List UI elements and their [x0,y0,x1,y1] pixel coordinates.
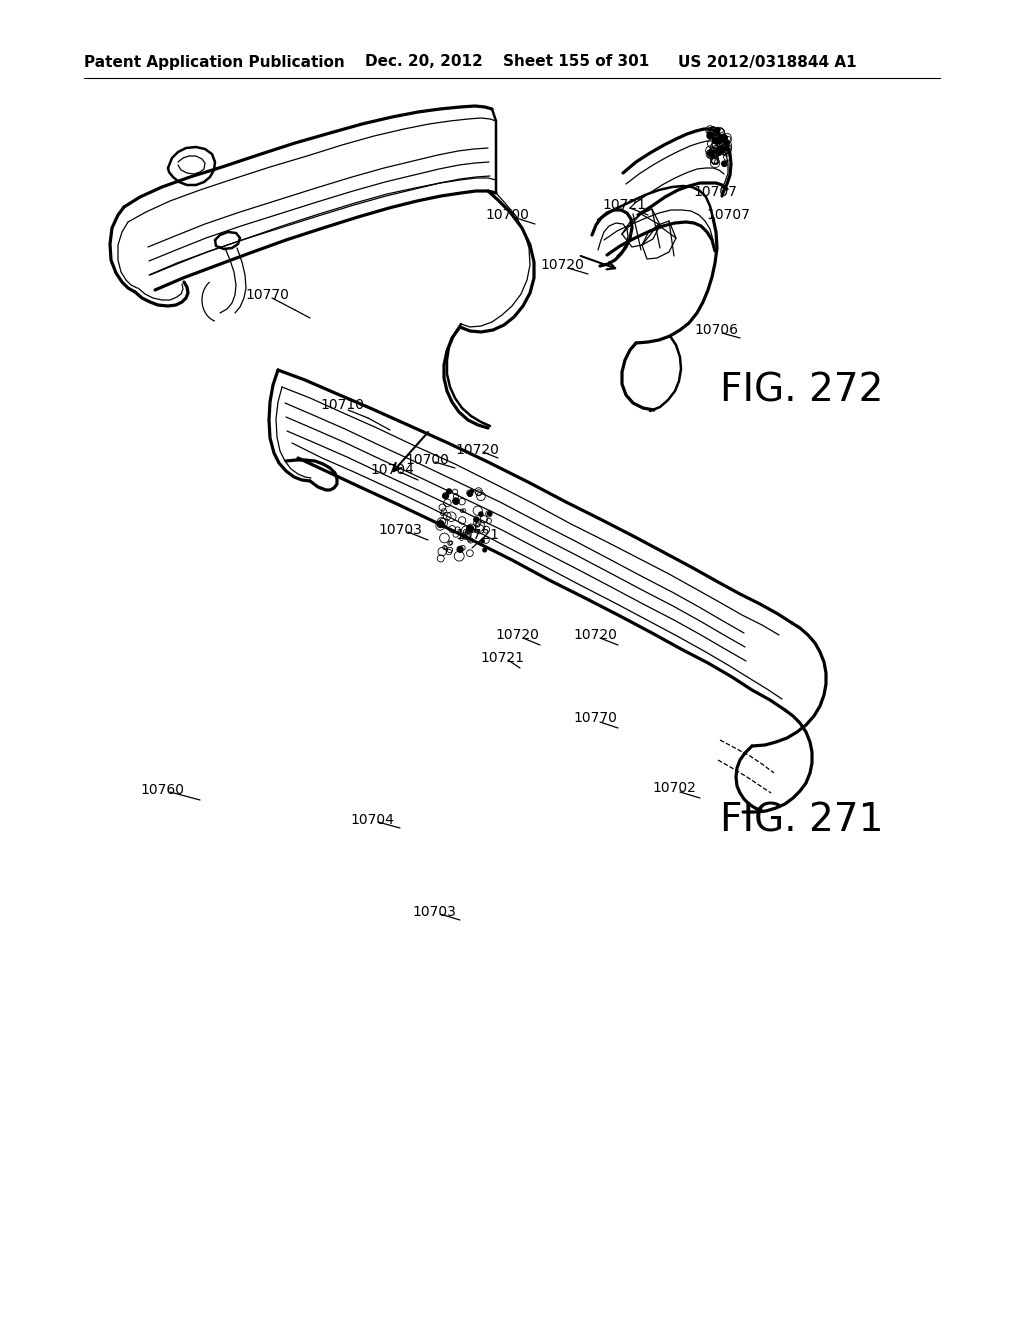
Text: 10702: 10702 [652,781,696,795]
Text: 10703: 10703 [378,523,422,537]
Circle shape [479,512,483,516]
Text: Dec. 20, 2012: Dec. 20, 2012 [365,54,482,70]
Text: 10704: 10704 [350,813,394,828]
Text: Patent Application Publication: Patent Application Publication [84,54,345,70]
Circle shape [725,140,729,145]
Text: 10703: 10703 [412,906,456,919]
Text: 10710: 10710 [319,399,364,412]
Circle shape [719,136,725,143]
Text: FIG. 271: FIG. 271 [720,801,884,840]
Circle shape [468,491,472,496]
Text: 10707: 10707 [706,209,750,222]
Circle shape [708,150,714,156]
Circle shape [721,135,726,140]
Circle shape [442,492,449,499]
Text: 10721: 10721 [455,528,499,543]
Circle shape [437,520,444,528]
Text: 10720: 10720 [540,257,584,272]
Circle shape [483,548,486,552]
Circle shape [722,161,727,166]
Circle shape [467,525,473,532]
Text: 10721: 10721 [602,198,646,213]
Text: FIG. 272: FIG. 272 [720,371,884,409]
Text: 10720: 10720 [495,628,539,642]
Circle shape [707,132,714,139]
Text: 10700: 10700 [485,209,528,222]
Circle shape [487,512,492,516]
Text: 10770: 10770 [245,288,289,302]
Text: 10704: 10704 [370,463,414,477]
Circle shape [716,128,720,132]
Text: US 2012/0318844 A1: US 2012/0318844 A1 [678,54,857,70]
Text: 10706: 10706 [694,323,738,337]
Circle shape [446,488,452,494]
Circle shape [724,147,728,150]
Circle shape [717,147,724,154]
Circle shape [723,135,727,139]
Text: 10707: 10707 [693,185,737,199]
Text: 10760: 10760 [140,783,184,797]
Text: 10700: 10700 [406,453,449,467]
Circle shape [474,517,478,521]
Text: Sheet 155 of 301: Sheet 155 of 301 [503,54,649,70]
Circle shape [713,137,719,144]
Circle shape [453,498,459,504]
Circle shape [457,546,463,552]
Text: 10720: 10720 [455,444,499,457]
Text: 10770: 10770 [573,711,616,725]
Circle shape [716,149,722,156]
Text: 10721: 10721 [480,651,524,665]
Circle shape [470,490,473,494]
Circle shape [481,540,484,543]
Text: 10720: 10720 [573,628,616,642]
